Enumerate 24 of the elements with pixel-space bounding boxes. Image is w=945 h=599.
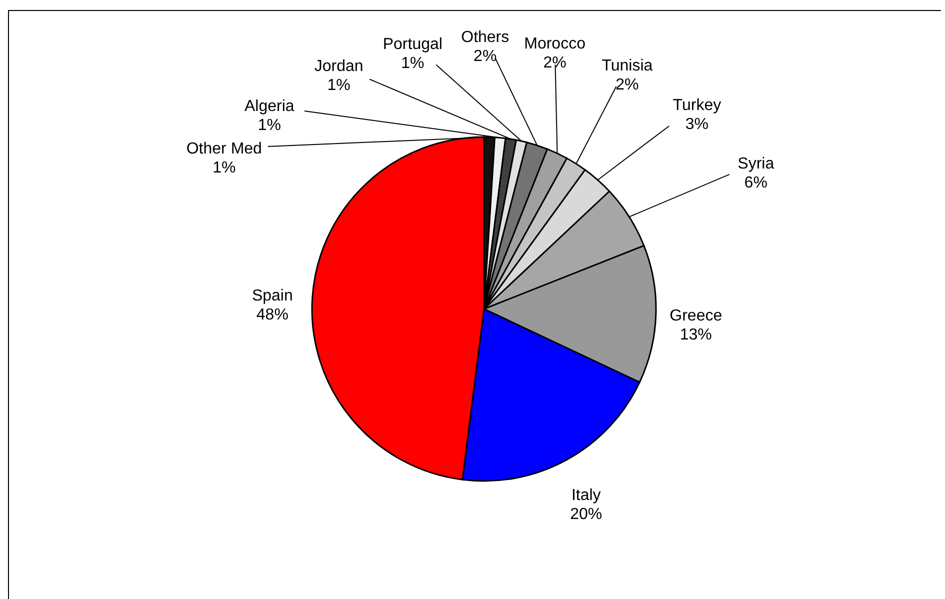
- data-label: 48%: [256, 306, 288, 324]
- data-label: 3%: [685, 116, 709, 133]
- data-label: 6%: [744, 174, 768, 192]
- slice-label: Other Med: [186, 140, 262, 158]
- data-label: 20%: [570, 506, 602, 523]
- slice-label: Algeria: [244, 98, 294, 116]
- data-label: 1%: [258, 117, 281, 134]
- data-label: 2%: [543, 54, 566, 72]
- slice-label: Jordan: [314, 58, 364, 76]
- slice-label: Italy: [571, 486, 601, 504]
- data-label: 2%: [474, 48, 497, 65]
- data-label: 13%: [680, 326, 712, 344]
- data-label: 1%: [401, 54, 424, 72]
- slice-label: Syria: [738, 155, 774, 172]
- data-label: 2%: [616, 76, 639, 94]
- data-label: 1%: [212, 159, 236, 176]
- slice-label: Portugal: [382, 36, 442, 53]
- slice-label: Turkey: [672, 96, 722, 114]
- slice-label: Tunisia: [602, 57, 653, 74]
- slice-label: Greece: [670, 308, 722, 325]
- slice-label: Spain: [252, 288, 293, 305]
- data-label: 1%: [327, 77, 350, 94]
- slice-label: Others: [461, 29, 510, 46]
- slice-label: Morocco: [524, 36, 586, 53]
